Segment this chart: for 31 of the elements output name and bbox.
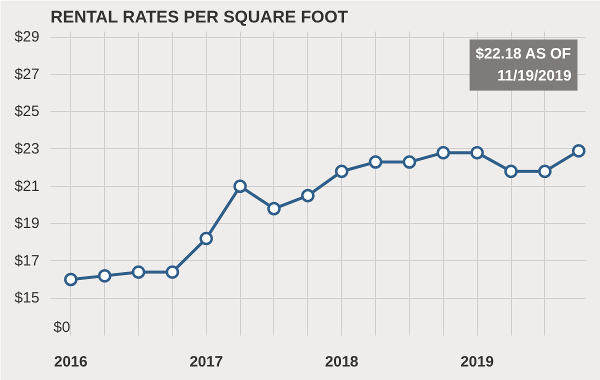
y-tick-label: $21 — [14, 178, 40, 195]
point — [538, 164, 552, 178]
annotation: $22.18 AS OF 11/19/2019 — [476, 46, 572, 85]
point — [301, 188, 315, 202]
point — [368, 155, 382, 169]
y-tick-label: $17 — [14, 252, 40, 270]
y-tick-label: $27 — [14, 66, 40, 83]
y-tick-label: $25 — [14, 103, 40, 120]
x-tick-label: 2018 — [325, 354, 358, 370]
point — [334, 164, 348, 178]
point — [200, 232, 214, 246]
point — [504, 164, 518, 178]
point — [132, 265, 146, 279]
chart-title: RENTAL RATES PER SQUARE FOOT — [50, 8, 349, 26]
y-tick-label: $23 — [14, 140, 40, 158]
point — [267, 202, 281, 216]
point — [470, 146, 484, 160]
point — [572, 144, 586, 158]
point — [436, 146, 450, 160]
point — [402, 155, 416, 169]
y-tick-label: $19 — [14, 215, 40, 232]
y-tick-label: $15 — [14, 290, 40, 307]
x-tick-label: 2016 — [54, 354, 88, 370]
point — [98, 269, 112, 283]
annotation: $0 — [54, 319, 70, 336]
x-tick-label: 2017 — [190, 354, 223, 370]
point — [166, 265, 180, 279]
point — [233, 180, 247, 194]
point — [64, 272, 78, 286]
x-tick-label: 2019 — [460, 354, 494, 370]
y-tick-label: $29 — [14, 28, 40, 46]
